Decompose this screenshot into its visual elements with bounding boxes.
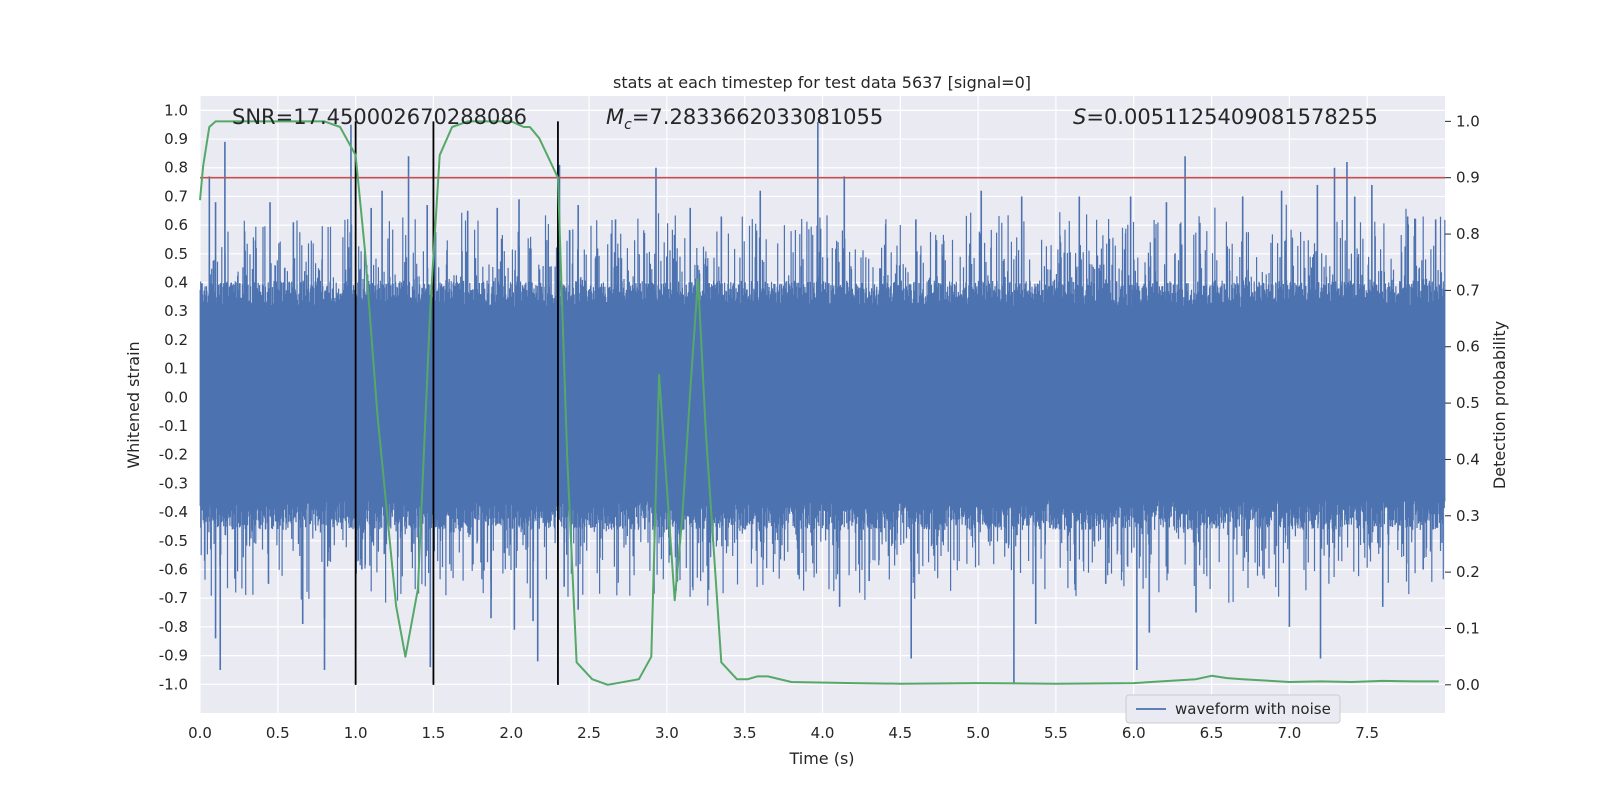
chirp-mass-symbol: M (606, 105, 624, 129)
s-symbol: S (1073, 105, 1086, 129)
y-right-tick-label: 0.1 (1456, 619, 1480, 637)
x-tick-label: 6.0 (1122, 724, 1146, 742)
y-right-tick-label: 0.9 (1456, 169, 1480, 187)
vertical-markers (354, 121, 559, 685)
y-right-tick-label: 0.6 (1456, 338, 1480, 356)
x-tick-label: 6.5 (1200, 724, 1224, 742)
x-tick-label: 7.5 (1355, 724, 1379, 742)
x-tick-label: 3.0 (655, 724, 679, 742)
y-right-tick-label: 1.0 (1456, 112, 1480, 130)
y-left-tick-label: 0.0 (164, 388, 188, 406)
y-left-tick-label: 0.9 (164, 130, 188, 148)
legend-box (1125, 694, 1341, 724)
x-tick-label: 5.0 (966, 724, 990, 742)
y-left-tick-label: -0.6 (159, 561, 188, 579)
x-tick-label: 4.0 (811, 724, 835, 742)
y-right-tick-label: 0.0 (1456, 676, 1480, 694)
x-tick-label: 2.5 (577, 724, 601, 742)
waveform-with-noise-series (199, 121, 1446, 685)
y-left-tick-label: -0.5 (159, 532, 188, 550)
y-right-axis-ticks: 1.0 0.9 0.8 0.7 0.6 0.5 0.4 0.3 0.2 0.1 0.0 (1445, 112, 1480, 694)
x-tick-label: 1.0 (344, 724, 368, 742)
s-value: =0.0051125409081578255 (1086, 105, 1378, 129)
x-tick-label: 7.0 (1277, 724, 1301, 742)
chirp-mass-annotation: Mc=7.2833662033081055 (606, 105, 883, 133)
chart-title: stats at each timestep for test data 563… (613, 73, 1031, 92)
chirp-mass-value: =7.2833662033081055 (632, 105, 883, 129)
y-right-tick-label: 0.4 (1456, 450, 1480, 468)
y-left-tick-label: -1.0 (159, 675, 188, 693)
y-left-tick-label: -0.3 (159, 474, 188, 492)
waveform-noise-body (199, 204, 1446, 606)
y-left-axis-label: Whitened strain (124, 341, 143, 468)
snr-annotation: SNR=17.450002670288086 (232, 105, 527, 129)
y-left-axis-ticks: 1.0 0.9 0.8 0.7 0.6 0.5 0.4 0.3 0.2 0.1 0.0 -0.1 -0.… (159, 101, 188, 693)
x-tick-label: 5.5 (1044, 724, 1068, 742)
y-left-tick-label: -0.2 (159, 446, 188, 464)
x-tick-label: 0.5 (266, 724, 290, 742)
y-right-tick-label: 0.7 (1456, 281, 1480, 299)
x-tick-label: 3.5 (733, 724, 757, 742)
x-tick-label: 2.0 (499, 724, 523, 742)
x-tick-label: 1.5 (422, 724, 446, 742)
detection-probability-series (199, 120, 1439, 686)
y-left-tick-label: 0.2 (164, 331, 188, 349)
y-left-tick-label: 0.1 (164, 360, 188, 378)
legend-entry: waveform with noise (1175, 700, 1331, 718)
y-left-tick-label: -0.8 (159, 618, 188, 636)
y-right-tick-label: 0.2 (1456, 563, 1480, 581)
legend: waveform with noise (1125, 694, 1341, 724)
x-tick-label: 0.0 (188, 724, 212, 742)
y-left-tick-label: 0.8 (164, 159, 188, 177)
y-right-tick-label: 0.3 (1456, 507, 1480, 525)
y-left-tick-label: 1.0 (164, 101, 188, 119)
y-right-axis-label: Detection probability (1490, 321, 1509, 489)
y-right-tick-label: 0.5 (1456, 394, 1480, 412)
detection-probability-line (199, 120, 1439, 686)
y-left-tick-label: 0.5 (164, 245, 188, 263)
y-left-tick-label: 0.7 (164, 187, 188, 205)
y-left-tick-label: -0.7 (159, 589, 188, 607)
y-left-tick-label: -0.1 (159, 417, 188, 435)
y-left-tick-label: 0.4 (164, 274, 188, 292)
y-left-tick-label: 0.6 (164, 216, 188, 234)
s-annotation: S=0.0051125409081578255 (1073, 105, 1378, 129)
chirp-mass-subscript: c (624, 117, 632, 133)
x-axis-ticks: 0.0 0.5 1.0 1.5 2.0 2.5 3.0 3.5 4.0 4.5 5.0 5.5 6.0 6… (188, 724, 1379, 742)
y-right-tick-label: 0.8 (1456, 225, 1480, 243)
y-left-tick-label: 0.3 (164, 302, 188, 320)
y-left-tick-label: -0.9 (159, 647, 188, 665)
x-tick-label: 4.5 (888, 724, 912, 742)
y-left-tick-label: -0.4 (159, 503, 188, 521)
plot-area (199, 96, 1446, 713)
x-axis-label: Time (s) (788, 749, 854, 768)
